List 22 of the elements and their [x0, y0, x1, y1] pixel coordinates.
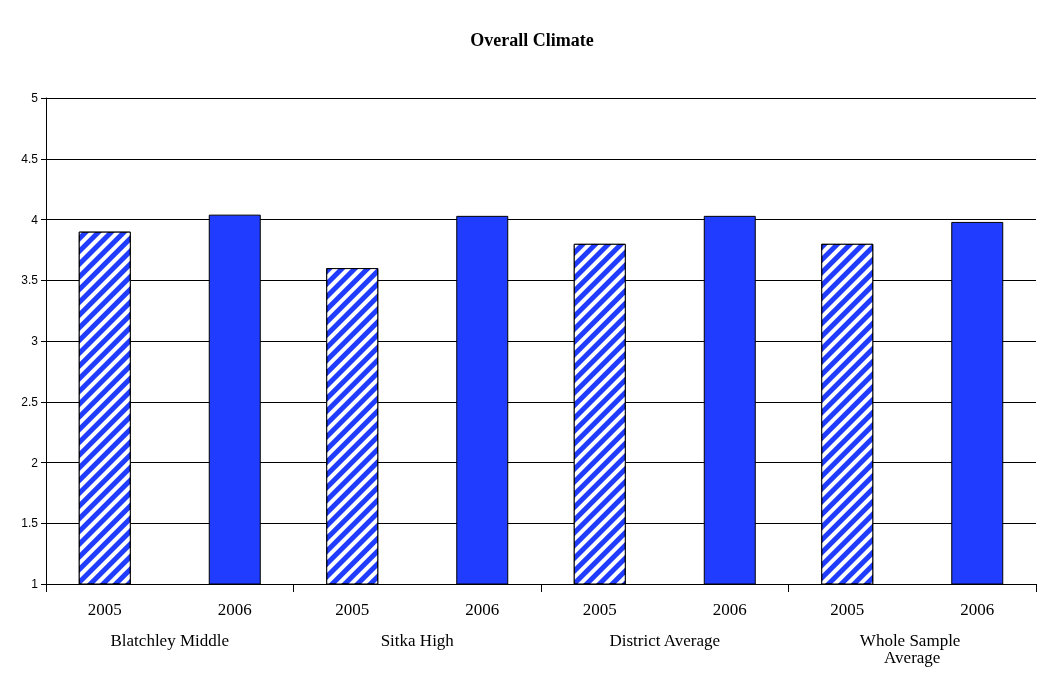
y-tick-label: 3.5 [21, 273, 39, 288]
text: 2006 [465, 599, 500, 619]
x-tick-label: Blatchley Middle [110, 631, 230, 650]
y-tick-label: 1.5 [21, 516, 39, 531]
y-tick-label: 5 [31, 91, 39, 105]
x-tick-label: Sitka High [380, 631, 455, 650]
y-tick-label: 1 [31, 577, 39, 591]
text: 2006 [960, 599, 995, 619]
text: 2005 [335, 599, 370, 619]
y-tick-label: 4.5 [21, 151, 39, 166]
text: 2006 [712, 599, 747, 619]
y-tick-label: 4 [31, 212, 39, 227]
x-tick-label: District Average [609, 631, 721, 650]
series-label: 2006 [217, 599, 252, 619]
y-tick-label: 3 [31, 334, 39, 348]
text: 2005 [582, 599, 617, 619]
text: 2005 [830, 599, 865, 619]
y-tick-label: 2.5 [21, 394, 39, 409]
chart-title: Overall Climate [470, 30, 594, 50]
x-tick-label: Whole Sample Average [859, 631, 965, 667]
series-label: 2005 [87, 599, 122, 619]
y-tick-label: 2 [31, 455, 39, 470]
